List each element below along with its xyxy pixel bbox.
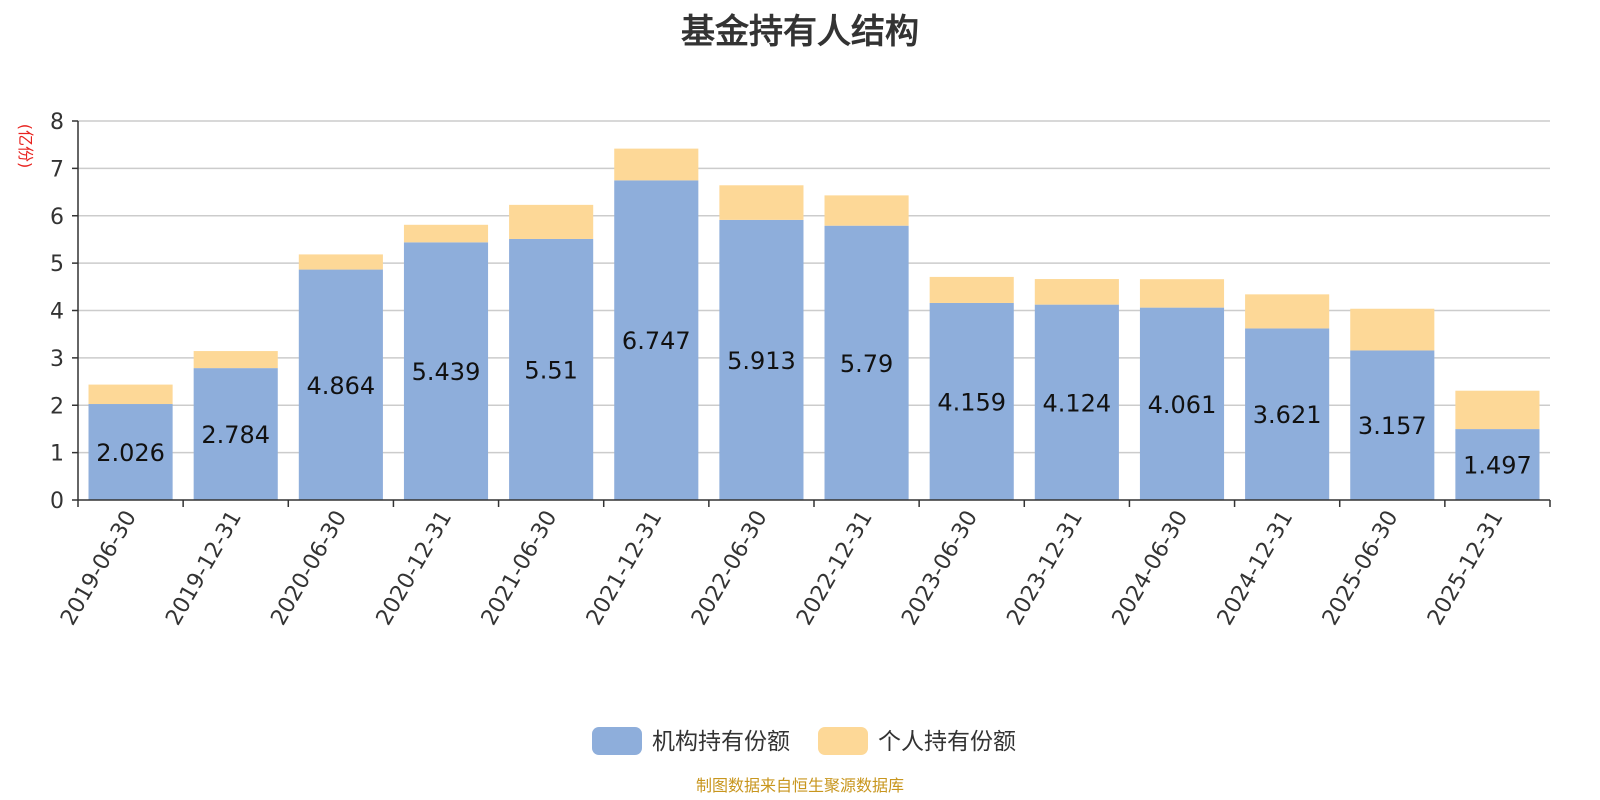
y-tick-label: 6 [50, 205, 64, 230]
data-label: 4.061 [1148, 391, 1217, 419]
bar-institutional [824, 225, 909, 501]
bar-individual [509, 204, 594, 239]
data-labels: 2.026 2.784 4.864 5.439 5.51 6.747 5.913 5.79 4.… [96, 327, 1532, 479]
x-tick-label: 2023-06-30 [897, 507, 983, 630]
data-label: 5.439 [412, 358, 481, 386]
x-tick-label: 2019-12-31 [161, 507, 247, 630]
bar-institutional [719, 219, 804, 500]
bar-individual [1245, 294, 1330, 329]
bar-institutional [1034, 304, 1119, 500]
bar-institutional [88, 404, 173, 500]
x-tick-label: 2022-06-30 [687, 507, 773, 630]
bar-institutional [509, 238, 594, 500]
bar-institutional [614, 180, 699, 500]
bar-individual [719, 185, 804, 220]
y-tick-label: 5 [50, 252, 64, 277]
x-tick-label: 2024-06-30 [1108, 507, 1194, 630]
legend-swatch [818, 727, 868, 755]
x-tick-label: 2021-06-30 [477, 507, 563, 630]
source-note: 制图数据来自恒生聚源数据库 [695, 776, 904, 795]
bar-institutional [1455, 429, 1540, 500]
bar-individual [1455, 390, 1540, 430]
y-tick-label: 4 [50, 300, 64, 325]
bars [88, 148, 1540, 501]
x-tick-label: 2020-12-31 [372, 507, 458, 630]
data-label: 4.864 [306, 372, 375, 400]
bar-institutional [1245, 328, 1330, 500]
x-tick-label: 2023-12-31 [1002, 507, 1088, 630]
bar-individual [824, 195, 909, 226]
data-label: 5.51 [524, 356, 577, 384]
bar-institutional [929, 302, 1014, 500]
x-tick-label: 2025-06-30 [1318, 507, 1404, 630]
data-label: 6.747 [622, 327, 691, 355]
data-label: 5.913 [727, 347, 796, 375]
data-label: 2.784 [201, 421, 270, 449]
chart-title: 基金持有人结构 [681, 12, 919, 52]
data-label: 2.026 [96, 439, 165, 467]
data-label: 4.159 [937, 388, 1006, 416]
legend: 机构持有份额 个人持有份额 [592, 727, 1016, 755]
bar-individual [1350, 308, 1435, 351]
bar-individual [1139, 279, 1225, 308]
y-tick-label: 0 [50, 489, 64, 514]
bar-individual [88, 384, 173, 405]
bar-institutional [403, 242, 489, 500]
x-tick-label: 2025-12-31 [1423, 507, 1509, 630]
bar-institutional [298, 269, 383, 500]
legend-label: 机构持有份额 [652, 729, 790, 755]
bar-individual [193, 351, 278, 369]
x-tick-label: 2020-06-30 [266, 507, 352, 630]
y-tick-label: 2 [50, 394, 64, 419]
bar-institutional [1139, 307, 1225, 500]
bar-individual [929, 276, 1014, 303]
data-label: 3.621 [1253, 401, 1322, 429]
bar-institutional [193, 368, 278, 500]
legend-swatch [592, 727, 642, 755]
bar-institutional [1350, 350, 1435, 500]
bar-individual [1034, 279, 1119, 305]
data-label: 1.497 [1463, 452, 1532, 480]
x-tick-label: 2019-06-30 [56, 507, 142, 630]
x-tick-label: 2024-12-31 [1213, 507, 1299, 630]
bar-individual [403, 224, 489, 243]
data-label: 4.124 [1042, 389, 1111, 417]
data-label: 5.79 [840, 350, 893, 378]
legend-label: 个人持有份额 [878, 729, 1016, 755]
x-tick-label: 2021-12-31 [582, 507, 668, 630]
x-tick-label: 2022-12-31 [792, 507, 878, 630]
data-label: 3.157 [1358, 412, 1427, 440]
bar-individual [614, 148, 699, 181]
y-tick-label: 1 [50, 442, 64, 467]
y-axis-label: (亿份) [16, 124, 35, 169]
bar-individual [298, 254, 383, 270]
y-tick-label: 3 [50, 347, 64, 372]
y-tick-label: 7 [50, 157, 64, 182]
y-tick-label: 8 [50, 110, 64, 135]
